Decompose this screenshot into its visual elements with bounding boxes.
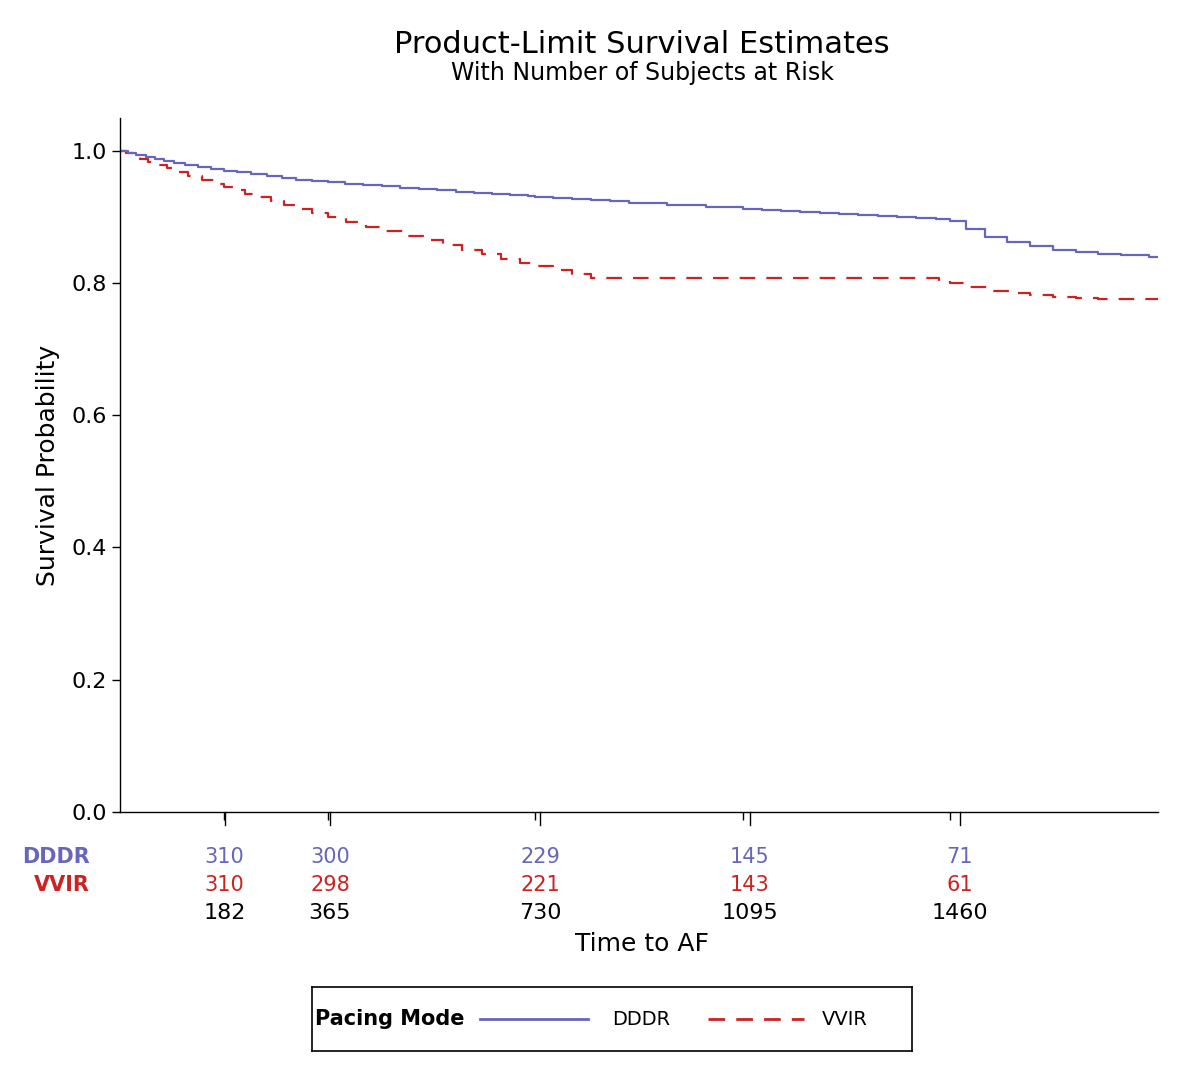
Text: 143: 143 — [730, 875, 770, 894]
Text: DDDR: DDDR — [23, 847, 90, 866]
Text: Product-Limit Survival Estimates: Product-Limit Survival Estimates — [394, 30, 890, 59]
Text: 300: 300 — [310, 847, 350, 866]
Text: 229: 229 — [520, 847, 560, 866]
Text: 71: 71 — [947, 847, 973, 866]
Text: 310: 310 — [205, 847, 245, 866]
Text: 61: 61 — [947, 875, 973, 894]
Text: 298: 298 — [310, 875, 350, 894]
Text: 730: 730 — [518, 903, 562, 922]
Text: VVIR: VVIR — [822, 1009, 868, 1029]
Text: 145: 145 — [730, 847, 770, 866]
Text: 310: 310 — [205, 875, 245, 894]
Text: VVIR: VVIR — [34, 875, 90, 894]
Text: 365: 365 — [308, 903, 352, 922]
Text: Time to AF: Time to AF — [575, 932, 709, 956]
Text: 182: 182 — [204, 903, 246, 922]
Y-axis label: Survival Probability: Survival Probability — [36, 344, 60, 586]
Text: 1095: 1095 — [721, 903, 779, 922]
Text: DDDR: DDDR — [612, 1009, 670, 1029]
Text: 1460: 1460 — [931, 903, 989, 922]
Text: Pacing Mode: Pacing Mode — [316, 1009, 464, 1029]
Text: With Number of Subjects at Risk: With Number of Subjects at Risk — [450, 61, 834, 85]
Text: 221: 221 — [520, 875, 560, 894]
